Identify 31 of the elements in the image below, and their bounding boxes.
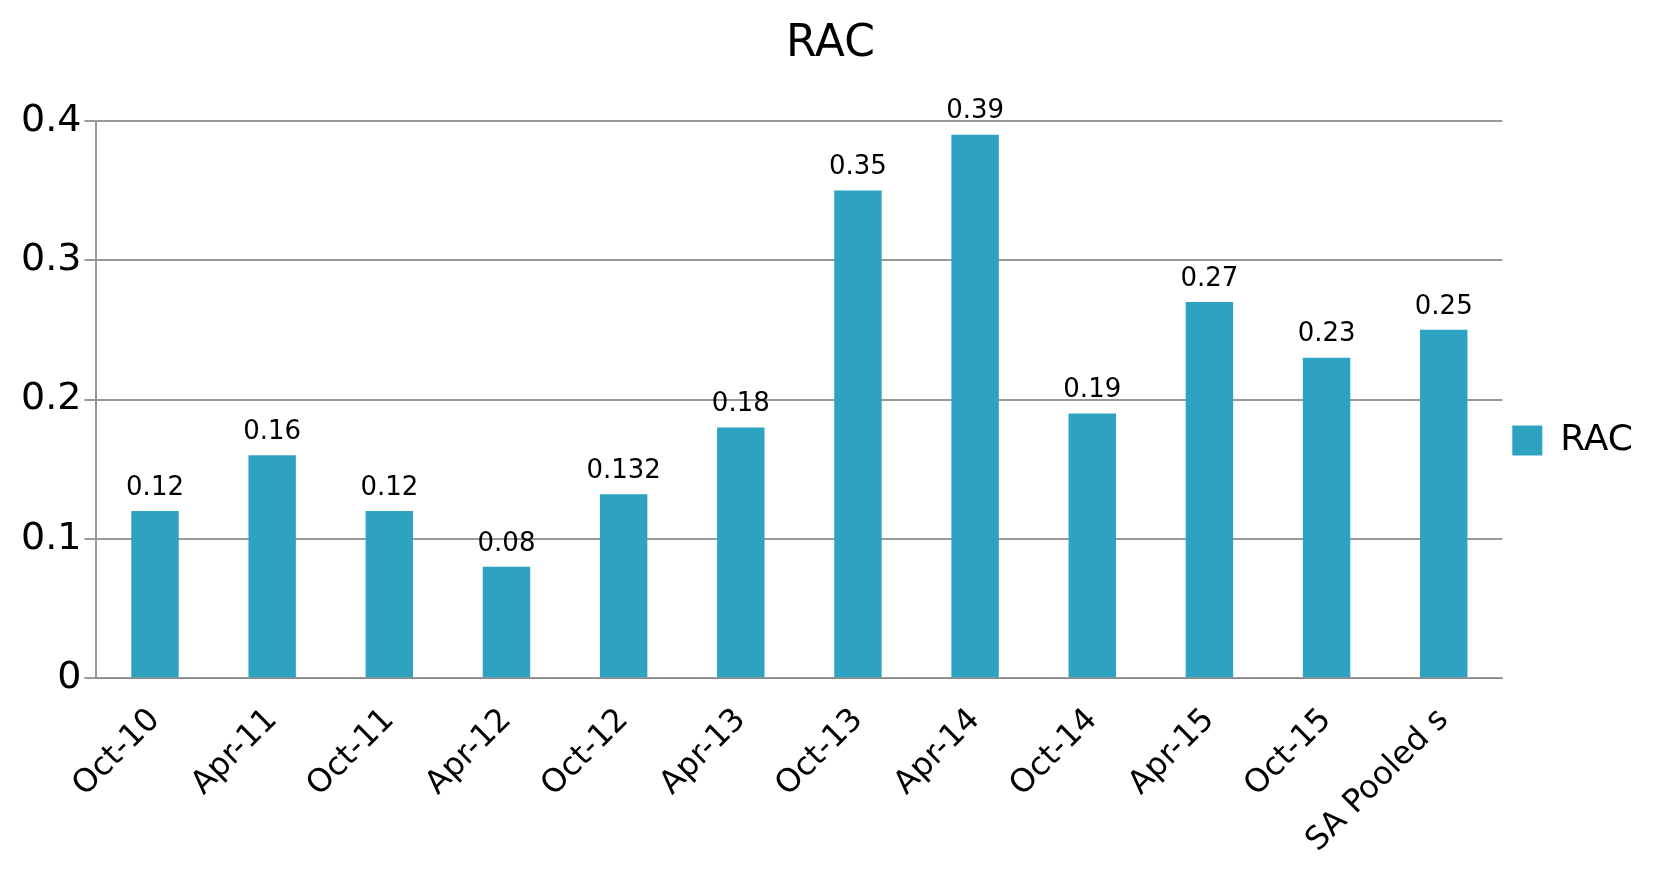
bar: [482, 566, 531, 678]
y-tick-label: 0.2: [21, 374, 82, 419]
chart-title: RAC: [786, 14, 875, 66]
y-tick-label: 0.1: [21, 513, 82, 558]
data-label: 0.25: [1414, 289, 1473, 320]
y-tick-label: 0: [57, 653, 82, 698]
bar: [131, 511, 179, 678]
data-label: 0.16: [243, 415, 302, 446]
data-label: 0.35: [829, 150, 887, 181]
data-label: 0.39: [946, 94, 1005, 125]
bar: [1185, 301, 1234, 678]
bar: [951, 134, 999, 678]
data-label: 0.132: [586, 454, 661, 485]
data-label: 0.23: [1297, 317, 1356, 348]
data-label: 0.12: [360, 470, 419, 501]
data-label: 0.12: [126, 470, 184, 501]
y-tick-label: 0.3: [21, 235, 82, 280]
bar: [365, 511, 414, 678]
bar: [1068, 413, 1116, 678]
legend-label: RAC: [1560, 416, 1633, 458]
bar: [834, 190, 882, 678]
bar: [599, 494, 648, 678]
data-label: 0.27: [1180, 261, 1239, 292]
data-label: 0.19: [1063, 373, 1122, 404]
bar: [1420, 329, 1468, 678]
data-label: 0.18: [711, 387, 770, 418]
y-tick-label: 0.4: [21, 95, 82, 140]
data-label: 0.08: [477, 526, 536, 557]
bar: [1302, 357, 1351, 678]
bar: [248, 455, 296, 678]
bar: [717, 427, 765, 678]
